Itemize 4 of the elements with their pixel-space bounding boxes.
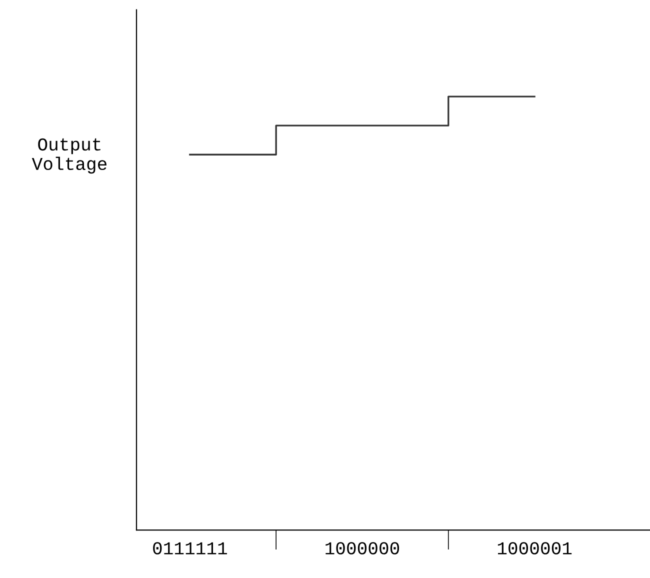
y-axis-title: Output Voltage [32, 138, 106, 174]
x-tick-label: 1000000 [326, 542, 400, 554]
x-tick-label: 0111111 [153, 542, 227, 554]
x-tick-label: 1000001 [498, 542, 572, 554]
